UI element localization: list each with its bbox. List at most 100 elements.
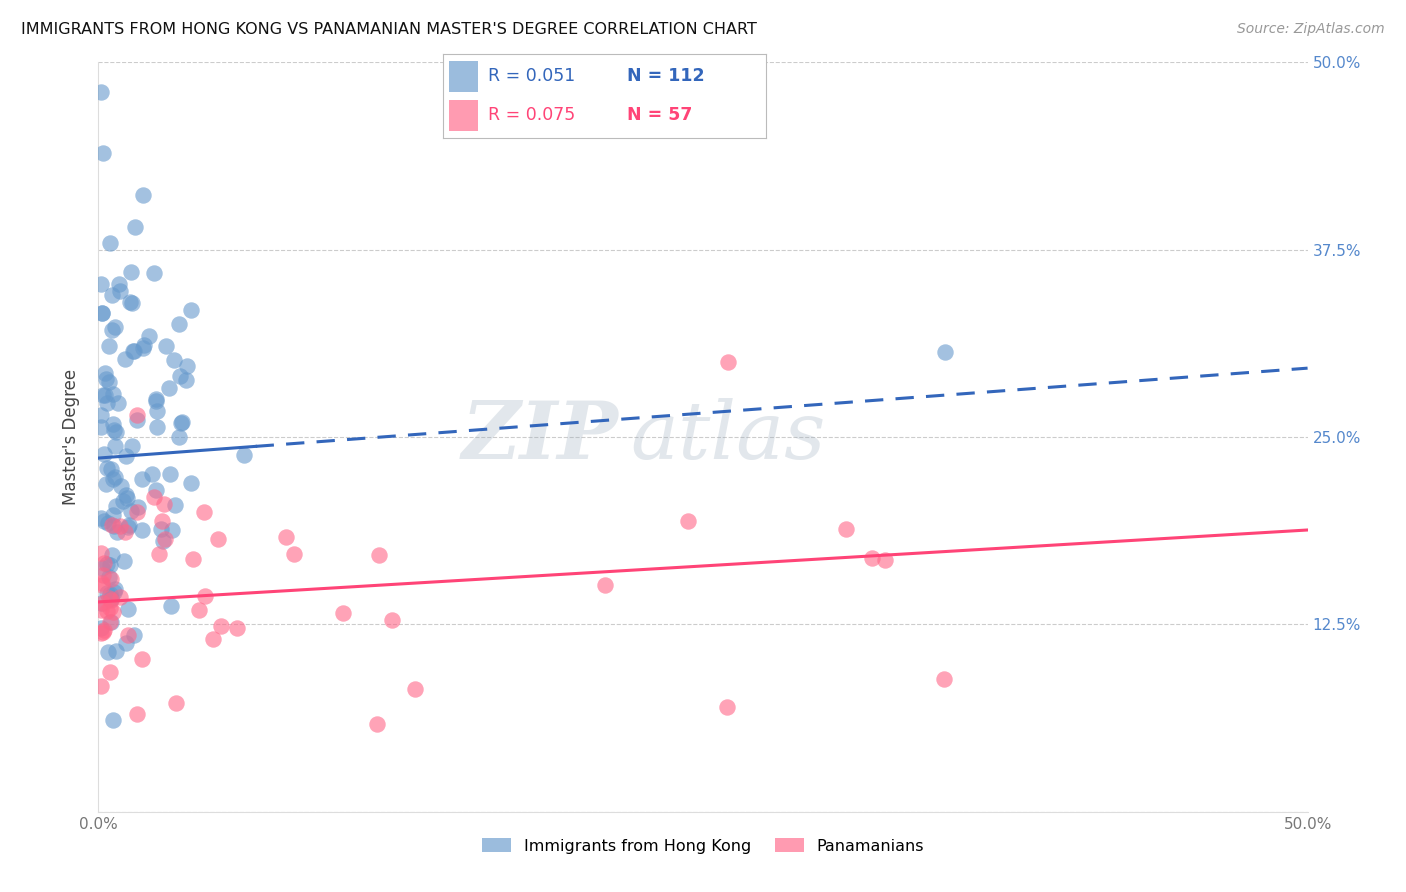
Point — [153, 533, 176, 547]
Point — [118, 295, 141, 310]
Point — [124, 220, 146, 235]
Point — [174, 373, 197, 387]
Point — [94, 388, 117, 402]
Point — [138, 329, 160, 343]
Point — [150, 514, 173, 528]
Point — [93, 557, 115, 571]
Point — [225, 621, 247, 635]
Point — [90, 86, 112, 100]
Point — [108, 590, 131, 604]
Point — [169, 430, 191, 444]
Point — [108, 277, 131, 292]
Point — [145, 483, 167, 497]
Point — [176, 359, 198, 373]
Point — [97, 339, 120, 353]
Point — [180, 302, 202, 317]
Point — [170, 415, 193, 429]
Text: atlas: atlas — [630, 399, 825, 475]
Point — [160, 523, 183, 537]
Point — [103, 519, 125, 533]
Y-axis label: Master's Degree: Master's Degree — [62, 369, 80, 505]
Point — [112, 554, 135, 568]
Point — [97, 516, 120, 530]
Point — [96, 586, 118, 600]
Point — [207, 532, 229, 546]
Point — [101, 517, 124, 532]
Point — [98, 615, 121, 629]
Point — [716, 355, 738, 369]
Bar — [450, 100, 478, 130]
Point — [91, 624, 114, 639]
Point — [366, 716, 388, 731]
Point — [100, 593, 122, 607]
Point — [121, 439, 143, 453]
Point — [91, 596, 114, 610]
Point — [125, 505, 148, 519]
Point — [96, 644, 118, 658]
Point — [132, 341, 155, 355]
Point — [90, 576, 112, 591]
Point — [167, 317, 190, 331]
Point — [103, 585, 125, 599]
Point — [155, 339, 177, 353]
Point — [90, 679, 112, 693]
Point — [101, 549, 124, 563]
Point — [934, 345, 956, 359]
Point — [593, 578, 616, 592]
Point — [381, 613, 404, 627]
Point — [194, 590, 217, 604]
Point — [332, 606, 354, 620]
Point — [152, 497, 174, 511]
Point — [159, 467, 181, 481]
Point — [283, 547, 305, 561]
Point — [94, 372, 117, 386]
Point — [127, 500, 149, 515]
Point — [97, 375, 120, 389]
Point — [90, 625, 112, 640]
Point — [132, 337, 155, 351]
Text: R = 0.075: R = 0.075 — [488, 106, 575, 124]
Point — [96, 396, 118, 410]
Point — [103, 472, 125, 486]
Point — [125, 706, 148, 721]
Point — [110, 519, 132, 533]
Point — [101, 713, 124, 727]
Point — [274, 530, 297, 544]
Point — [100, 591, 122, 605]
Point — [96, 460, 118, 475]
Point — [131, 523, 153, 537]
Point — [157, 381, 180, 395]
Point — [98, 587, 121, 601]
Point — [127, 408, 149, 422]
Point — [104, 470, 127, 484]
Point — [146, 420, 169, 434]
Point — [115, 449, 138, 463]
Point — [90, 561, 112, 575]
Point — [187, 603, 209, 617]
Point — [98, 235, 121, 250]
Point — [142, 267, 165, 281]
Point — [678, 514, 700, 528]
Point — [93, 568, 115, 582]
Point — [201, 632, 224, 646]
Point — [90, 596, 112, 610]
Point — [148, 547, 170, 561]
Point — [149, 522, 172, 536]
Point — [98, 558, 121, 572]
Point — [94, 366, 117, 380]
Text: ZIP: ZIP — [461, 399, 619, 475]
Point — [163, 498, 186, 512]
Point — [118, 517, 141, 532]
Point — [108, 284, 131, 298]
Point — [121, 296, 143, 310]
Point — [835, 522, 858, 536]
Point — [93, 514, 115, 528]
Point — [105, 524, 128, 539]
Point — [115, 491, 138, 506]
Point — [96, 557, 118, 571]
Point — [131, 472, 153, 486]
Text: Source: ZipAtlas.com: Source: ZipAtlas.com — [1237, 22, 1385, 37]
Point — [100, 461, 122, 475]
Point — [90, 409, 112, 423]
Point — [101, 508, 124, 523]
